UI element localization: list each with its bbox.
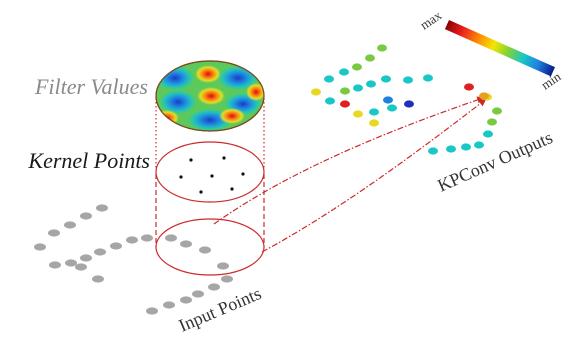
input-point [65,259,77,267]
output-point [352,63,362,71]
output-point [369,108,379,116]
output-point [381,75,391,83]
receptive-cylinder [155,174,265,247]
filter-values-disc [155,60,265,132]
output-point [340,100,350,108]
output-point [366,80,376,88]
input-point-cloud [34,204,233,315]
input-point [49,261,61,269]
kernel-point [222,156,226,160]
output-point [423,74,433,82]
output-point [428,147,438,155]
output-point [446,145,456,153]
color-scale [444,20,555,77]
kernel-point [241,172,245,176]
output-point [403,76,413,84]
input-points-label: Input Points [176,283,264,336]
input-point [126,236,138,244]
output-point [483,130,493,138]
kernel-point [179,175,183,179]
output-point [325,97,335,105]
kernel-points-group [179,156,245,194]
input-point [80,212,92,220]
input-point [163,301,175,309]
output-point [479,92,489,100]
input-point [80,254,92,262]
input-point [94,248,106,256]
output-point [339,68,349,76]
input-point [64,221,76,229]
output-point [353,110,363,118]
output-point [404,100,414,108]
input-point [34,243,46,251]
output-point [464,83,474,91]
output-point [461,143,471,151]
output-point [487,118,497,126]
output-point [474,141,484,149]
input-point [75,263,87,271]
input-point [165,234,177,242]
scale-max-label: max [417,7,444,32]
kernel-point [210,174,214,178]
output-point [492,107,502,115]
input-point [180,240,192,248]
output-point-cloud [311,44,502,155]
input-point [92,275,104,283]
input-point [180,296,192,304]
output-point [377,44,387,52]
output-point [387,104,397,112]
input-point [146,307,158,315]
input-point [192,290,204,298]
input-point [217,262,229,270]
output-point [353,84,363,92]
input-point [208,283,220,291]
input-point [48,229,60,237]
kernel-point [199,190,203,194]
filter-values-label: Filter Values [34,74,148,99]
kernel-points-disc [155,141,265,203]
input-point [221,275,233,283]
output-point [383,96,393,104]
output-point [340,87,350,95]
kernel-points-label: Kernel Points [27,148,150,173]
input-neighborhood-disc [155,218,265,276]
input-point [199,246,211,254]
output-point [324,75,334,83]
kpconv-outputs-label: KPConv Outputs [434,127,555,196]
input-point [141,234,153,242]
output-point [369,119,379,127]
kernel-point [230,187,234,191]
input-point [96,204,108,212]
output-point [311,88,321,96]
output-point [365,54,375,62]
kernel-point [189,158,193,162]
input-point [110,242,122,250]
convolution-arrows [213,96,487,253]
